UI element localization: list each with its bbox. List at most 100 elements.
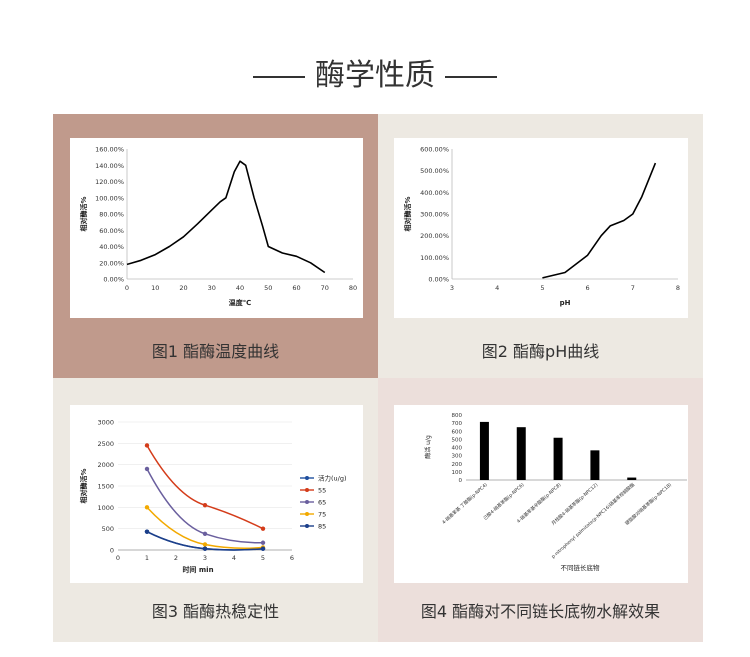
thermo-series-point <box>202 542 208 547</box>
temp-y-tick-label: 40.00% <box>99 243 124 251</box>
section-title: 酶学性质 <box>0 50 750 94</box>
thermo-legend-label: 55 <box>318 487 326 495</box>
thermo-x-tick-label: 3 <box>203 554 207 562</box>
thermo-series-line <box>146 445 264 530</box>
thermo-legend-marker <box>305 512 309 516</box>
temp-x-tick-label: 20 <box>179 284 187 292</box>
substrate-bar <box>627 477 637 480</box>
ph-chart-frame: 0.00% 100.00% 200.00% 300.00% 400.00% 500.00%… <box>394 138 688 318</box>
title-right-dash <box>445 75 497 78</box>
thermo-legend-label: 75 <box>318 511 326 519</box>
thermo-x-tick-label: 0 <box>116 554 120 562</box>
ph-x-tick-label: 8 <box>676 284 680 292</box>
substrate-category-label: 己酸4-硝基苯酯(p-NPC6) <box>482 481 526 522</box>
panel-ph: 0.00% 100.00% 200.00% 300.00% 400.00% 500.00%… <box>378 114 703 378</box>
thermo-legend-label: 活力(u/g) <box>318 474 347 483</box>
caption-figure-4: 图4 酯酶对不同链长底物水解效果 <box>420 602 661 621</box>
temp-x-tick-label: 80 <box>349 284 357 292</box>
panel-substrate: 0 100 200 300 400 500 600 700 800 4-硝基苯基 丁酸酯(p-NP… <box>378 378 703 642</box>
section-title-text: 酶学性质 <box>315 58 435 93</box>
thermo-legend-marker <box>305 500 309 504</box>
temperature-chart-frame: 0.00% 20.00% 40.00% 60.00% 80.00% 100.00% 120.… <box>70 138 363 318</box>
substrate-y-tick-label: 400 <box>452 446 463 452</box>
ph-y-tick-label: 200.00% <box>420 232 449 240</box>
temp-y-tick-label: 100.00% <box>95 194 124 202</box>
thermo-x-tick-label: 6 <box>290 554 294 562</box>
temp-x-tick-label: 0 <box>125 284 129 292</box>
ph-y-tick-label: 600.00% <box>420 146 449 154</box>
thermostability-chart: 0 500 1000 1500 2000 2500 3000 0 1 2 3 4 5 6 活力(u/g) 55… <box>79 419 347 575</box>
thermo-x-tick-label: 5 <box>261 554 265 562</box>
temp-y-tick-label: 140.00% <box>95 162 124 170</box>
thermo-legend-label: 85 <box>318 523 326 531</box>
temp-x-axis-label: 温度℃ <box>229 298 251 307</box>
substrate-y-tick-label: 300 <box>452 454 463 460</box>
caption-figure-1: 图1 酯酶温度曲线 <box>151 342 280 361</box>
thermo-series-point <box>144 466 150 472</box>
title-left-dash <box>253 75 305 78</box>
thermo-y-tick-label: 2500 <box>97 440 114 448</box>
thermo-y-tick-label: 3000 <box>97 419 114 427</box>
ph-x-axis-label: pH <box>560 299 571 307</box>
ph-series-line <box>542 162 657 279</box>
temp-y-tick-label: 120.00% <box>95 178 124 186</box>
ph-y-tick-label: 400.00% <box>420 189 449 197</box>
thermo-x-tick-label: 4 <box>232 554 236 562</box>
temp-y-tick-label: 160.00% <box>95 146 124 154</box>
temp-x-tick-label: 30 <box>208 284 216 292</box>
temperature-chart: 0.00% 20.00% 40.00% 60.00% 80.00% 100.00% 120.… <box>79 146 357 308</box>
thermostability-chart-frame: 0 500 1000 1500 2000 2500 3000 0 1 2 3 4 5 6 活力(u/g) 55… <box>70 405 363 583</box>
ph-y-tick-label: 500.00% <box>420 167 449 175</box>
substrate-category-label: 4-硝基苯基 丁酸酯(p-NPC4) <box>440 481 488 526</box>
temp-x-tick-label: 50 <box>264 284 272 292</box>
ph-y-axis-label: 相对酶活% <box>403 196 412 231</box>
ph-y-tick-label: 100.00% <box>420 254 449 262</box>
substrate-category-label: p-nitrophenyl palmitate(p-NPC16)硝基苯棕榈酸酯 <box>550 481 637 560</box>
temp-x-tick-label: 60 <box>292 284 300 292</box>
substrate-bar <box>553 437 563 480</box>
substrate-y-tick-label: 100 <box>452 470 463 476</box>
temp-y-tick-label: 60.00% <box>99 227 124 235</box>
thermo-x-tick-label: 1 <box>145 554 149 562</box>
ph-y-tick-label: 0.00% <box>428 276 449 284</box>
thermo-y-tick-label: 1500 <box>97 483 114 491</box>
thermo-legend-label: 65 <box>318 499 326 507</box>
caption-figure-2: 图2 酯酶pH曲线 <box>481 342 600 361</box>
thermo-series-point <box>260 546 266 551</box>
thermo-series-point <box>202 531 208 536</box>
ph-x-tick-label: 6 <box>586 284 590 292</box>
temp-series-line <box>126 160 326 274</box>
temp-x-tick-label: 40 <box>236 284 244 292</box>
temp-x-tick-label: 10 <box>151 284 159 292</box>
thermo-legend-marker <box>305 488 309 492</box>
ph-x-tick-label: 4 <box>495 284 499 292</box>
substrate-y-axis-label: 酶活 u/g <box>424 435 432 459</box>
thermo-y-tick-label: 1000 <box>97 504 114 512</box>
ph-x-tick-label: 3 <box>450 284 454 292</box>
thermo-series-point <box>260 526 266 531</box>
substrate-chart-frame: 0 100 200 300 400 500 600 700 800 4-硝基苯基 丁酸酯(p-NP… <box>394 405 688 583</box>
caption-figure-3: 图3 酯酶热稳定性 <box>151 602 280 621</box>
temp-y-tick-label: 80.00% <box>99 211 124 219</box>
substrate-bar <box>590 450 600 480</box>
ph-chart: 0.00% 100.00% 200.00% 300.00% 400.00% 500.00%… <box>403 146 680 308</box>
temp-x-tick-label: 70 <box>321 284 329 292</box>
substrate-y-tick-label: 500 <box>452 437 463 443</box>
thermo-series-point <box>260 540 266 545</box>
thermo-series-point <box>144 529 150 534</box>
substrate-y-tick-label: 0 <box>459 478 463 484</box>
thermo-y-tick-label: 2000 <box>97 461 114 469</box>
thermo-y-tick-label: 500 <box>102 525 114 533</box>
substrate-x-axis-label: 不同链长底物 <box>561 563 601 572</box>
thermo-series-point <box>144 443 150 448</box>
temp-y-tick-label: 20.00% <box>99 259 124 267</box>
ph-x-tick-label: 5 <box>540 284 544 292</box>
thermo-x-axis-label: 时间 min <box>182 565 213 574</box>
temp-y-axis-label: 相对酶活% <box>79 196 88 231</box>
substrate-y-tick-label: 700 <box>452 421 463 427</box>
panel-temperature: 0.00% 20.00% 40.00% 60.00% 80.00% 100.00% 120.… <box>53 114 378 378</box>
ph-x-tick-label: 7 <box>631 284 635 292</box>
thermo-legend-marker <box>305 476 309 480</box>
panel-thermostability: 0 500 1000 1500 2000 2500 3000 0 1 2 3 4 5 6 活力(u/g) 55… <box>53 378 378 642</box>
thermo-legend-marker <box>305 524 309 528</box>
